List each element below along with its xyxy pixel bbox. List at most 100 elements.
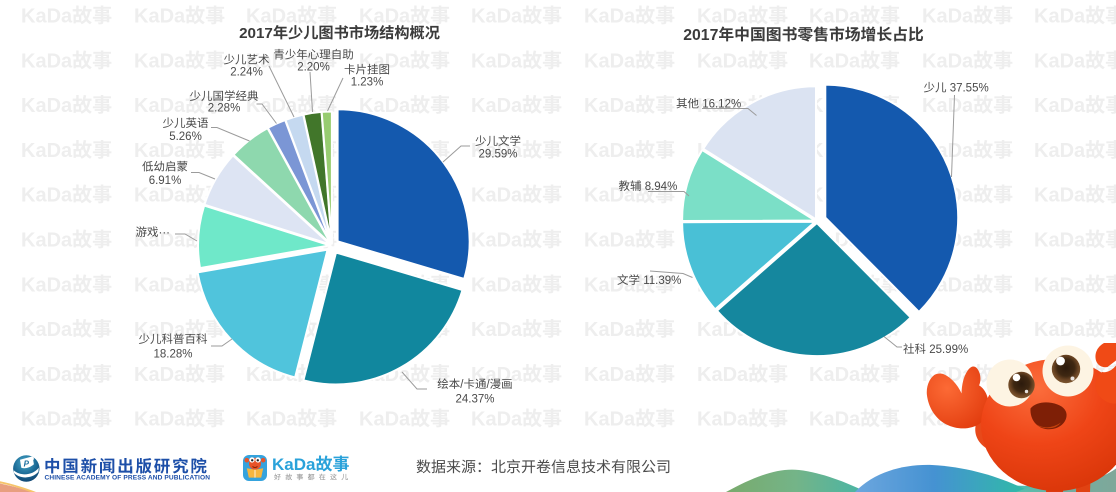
svg-text:KaDa故事: KaDa故事 (1034, 185, 1116, 207)
svg-text:KaDa故事: KaDa故事 (359, 409, 450, 431)
svg-text:KaDa故事: KaDa故事 (584, 319, 675, 341)
svg-text:卡片挂图: 卡片挂图 (344, 64, 390, 77)
svg-text:2017年中国图书零售市场增长占比: 2017年中国图书零售市场增长占比 (683, 26, 924, 44)
svg-text:KaDa故事: KaDa故事 (809, 409, 900, 431)
svg-text:KaDa故事: KaDa故事 (471, 185, 562, 207)
svg-text:KaDa故事: KaDa故事 (584, 409, 675, 431)
svg-text:KaDa故事: KaDa故事 (134, 95, 225, 117)
svg-text:KaDa故事: KaDa故事 (134, 140, 225, 162)
svg-text:KaDa故事: KaDa故事 (584, 95, 675, 117)
svg-text:KaDa故事: KaDa故事 (21, 319, 112, 341)
svg-text:其他 16.12%: 其他 16.12% (676, 98, 741, 111)
svg-text:少儿文学: 少儿文学 (475, 135, 521, 148)
svg-text:KaDa故事: KaDa故事 (21, 409, 112, 431)
svg-text:1.23%: 1.23% (351, 77, 384, 89)
svg-text:KaDa故事: KaDa故事 (471, 6, 562, 28)
svg-text:KaDa故事: KaDa故事 (359, 95, 450, 117)
svg-text:KaDa故事: KaDa故事 (21, 50, 112, 72)
svg-text:KaDa故事: KaDa故事 (922, 6, 1013, 28)
svg-text:6.91%: 6.91% (149, 175, 182, 187)
svg-text:KaDa故事: KaDa故事 (272, 455, 349, 474)
svg-text:数据来源：北京开卷信息技术有限公司: 数据来源：北京开卷信息技术有限公司 (416, 459, 671, 476)
svg-text:CHINESE ACADEMY OF PRESS AND P: CHINESE ACADEMY OF PRESS AND PUBLICATION (45, 475, 211, 482)
svg-text:KaDa故事: KaDa故事 (471, 50, 562, 72)
svg-text:KaDa故事: KaDa故事 (922, 95, 1013, 117)
svg-text:KaDa故事: KaDa故事 (134, 409, 225, 431)
svg-text:2.24%: 2.24% (230, 67, 263, 79)
svg-text:好故事都在这儿: 好故事都在这儿 (274, 474, 352, 482)
svg-text:KaDa故事: KaDa故事 (584, 185, 675, 207)
svg-text:KaDa故事: KaDa故事 (1034, 50, 1116, 72)
svg-text:KaDa故事: KaDa故事 (21, 274, 112, 296)
svg-text:KaDa故事: KaDa故事 (584, 364, 675, 386)
svg-text:KaDa故事: KaDa故事 (471, 230, 562, 252)
svg-text:KaDa故事: KaDa故事 (134, 364, 225, 386)
svg-text:KaDa故事: KaDa故事 (471, 95, 562, 117)
svg-text:KaDa故事: KaDa故事 (922, 50, 1013, 72)
svg-text:少儿艺术: 少儿艺术 (224, 54, 270, 67)
svg-text:KaDa故事: KaDa故事 (697, 6, 788, 28)
svg-text:5.26%: 5.26% (169, 131, 202, 143)
svg-text:低幼启蒙: 低幼启蒙 (142, 161, 188, 174)
svg-text:18.28%: 18.28% (153, 349, 192, 361)
svg-text:KaDa故事: KaDa故事 (922, 319, 1013, 341)
svg-text:KaDa故事: KaDa故事 (697, 364, 788, 386)
svg-text:KaDa故事: KaDa故事 (134, 319, 225, 341)
svg-text:文学 11.39%: 文学 11.39% (617, 274, 681, 287)
svg-text:青少年心理自助: 青少年心理自助 (273, 49, 354, 62)
svg-text:KaDa故事: KaDa故事 (922, 274, 1013, 296)
svg-text:KaDa故事: KaDa故事 (246, 50, 337, 72)
svg-text:KaDa故事: KaDa故事 (584, 274, 675, 296)
svg-text:KaDa故事: KaDa故事 (809, 6, 900, 28)
svg-text:中国新闻出版研究院: 中国新闻出版研究院 (44, 457, 209, 476)
svg-text:KaDa故事: KaDa故事 (922, 140, 1013, 162)
svg-text:KaDa故事: KaDa故事 (584, 140, 675, 162)
svg-text:KaDa故事: KaDa故事 (134, 50, 225, 72)
svg-text:2.28%: 2.28% (208, 103, 241, 115)
svg-text:24.37%: 24.37% (455, 394, 494, 406)
svg-text:KaDa故事: KaDa故事 (471, 409, 562, 431)
svg-text:KaDa故事: KaDa故事 (471, 140, 562, 162)
svg-text:教辅 8.94%: 教辅 8.94% (619, 180, 678, 193)
svg-text:KaDa故事: KaDa故事 (471, 274, 562, 296)
svg-text:KaDa故事: KaDa故事 (246, 409, 337, 431)
svg-text:KaDa故事: KaDa故事 (21, 95, 112, 117)
svg-text:KaDa故事: KaDa故事 (1034, 230, 1116, 252)
svg-text:KaDa故事: KaDa故事 (584, 230, 675, 252)
svg-text:KaDa故事: KaDa故事 (697, 50, 788, 72)
svg-text:KaDa故事: KaDa故事 (471, 319, 562, 341)
svg-text:KaDa故事: KaDa故事 (21, 185, 112, 207)
svg-text:KaDa故事: KaDa故事 (1034, 274, 1116, 296)
svg-text:KaDa故事: KaDa故事 (21, 6, 112, 28)
svg-text:2.20%: 2.20% (297, 62, 330, 74)
svg-text:KaDa故事: KaDa故事 (471, 364, 562, 386)
svg-text:KaDa故事: KaDa故事 (584, 50, 675, 72)
svg-text:KaDa故事: KaDa故事 (584, 6, 675, 28)
svg-text:29.59%: 29.59% (478, 149, 517, 161)
svg-text:KaDa故事: KaDa故事 (1034, 6, 1116, 28)
svg-text:KaDa故事: KaDa故事 (1034, 140, 1116, 162)
svg-text:KaDa故事: KaDa故事 (1034, 319, 1116, 341)
svg-text:KaDa故事: KaDa故事 (359, 6, 450, 28)
svg-text:KaDa故事: KaDa故事 (359, 50, 450, 72)
svg-text:KaDa故事: KaDa故事 (246, 6, 337, 28)
svg-text:KaDa故事: KaDa故事 (1034, 95, 1116, 117)
svg-text:KaDa故事: KaDa故事 (809, 364, 900, 386)
svg-text:2017年少儿图书市场结构概况: 2017年少儿图书市场结构概况 (239, 24, 440, 42)
svg-text:少儿 37.55%: 少儿 37.55% (924, 82, 989, 95)
svg-text:少儿国学经典: 少儿国学经典 (190, 90, 259, 103)
svg-text:社科 25.99%: 社科 25.99% (903, 343, 968, 356)
svg-text:KaDa故事: KaDa故事 (21, 140, 112, 162)
svg-text:KaDa故事: KaDa故事 (809, 50, 900, 72)
svg-text:KaDa故事: KaDa故事 (134, 185, 225, 207)
svg-text:KaDa故事: KaDa故事 (246, 95, 337, 117)
svg-text:绘本/卡通/漫画: 绘本/卡通/漫画 (437, 378, 512, 391)
svg-text:KaDa故事: KaDa故事 (21, 230, 112, 252)
svg-text:游戏···: 游戏··· (136, 226, 171, 239)
svg-text:KaDa故事: KaDa故事 (697, 409, 788, 431)
svg-text:KaDa故事: KaDa故事 (134, 6, 225, 28)
svg-text:KaDa故事: KaDa故事 (21, 364, 112, 386)
svg-text:少儿科普百科: 少儿科普百科 (139, 333, 208, 346)
svg-text:P: P (24, 459, 30, 468)
svg-text:少儿英语: 少儿英语 (163, 117, 209, 130)
